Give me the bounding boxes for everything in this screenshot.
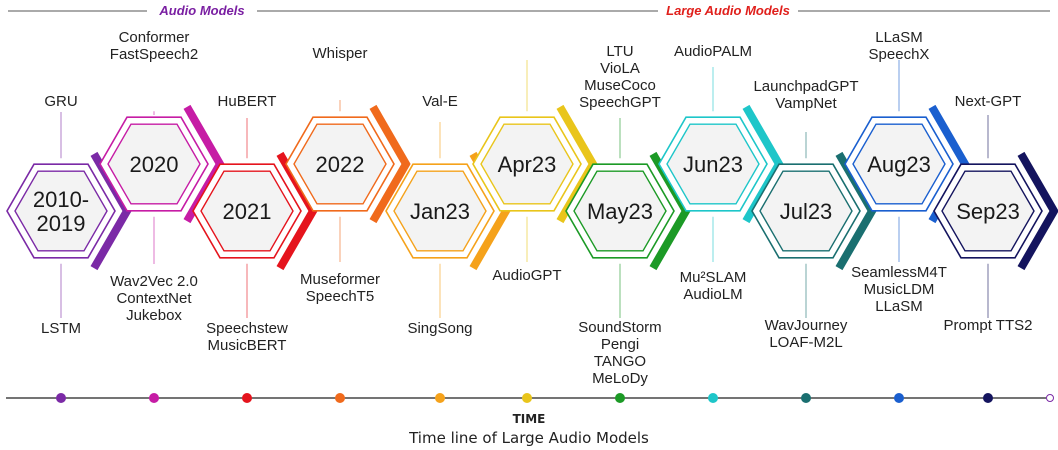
model-label-top: MuseCoco bbox=[584, 77, 656, 94]
model-label-top: FastSpeech2 bbox=[110, 46, 198, 63]
timeline-dot bbox=[708, 393, 718, 403]
model-label-bottom: LSTM bbox=[41, 320, 81, 337]
model-label-top: HuBERT bbox=[218, 93, 277, 110]
timeline-dot bbox=[983, 393, 993, 403]
period-label: Jul23 bbox=[780, 199, 833, 224]
hexagon-inner bbox=[941, 170, 1035, 252]
hexagon-inner bbox=[666, 123, 760, 205]
model-label-bottom: MusicBERT bbox=[208, 337, 287, 354]
model-label-top: VioLA bbox=[600, 60, 640, 77]
period-label: 2020 bbox=[130, 152, 179, 177]
model-label-top: SpeechGPT bbox=[579, 94, 661, 111]
diagram-caption: Time line of Large Audio Models bbox=[408, 429, 649, 447]
model-label-bottom: SoundStorm bbox=[578, 319, 661, 336]
period-label: 2022 bbox=[316, 152, 365, 177]
period-label: Sep23 bbox=[956, 199, 1020, 224]
period-label: 2019 bbox=[37, 211, 86, 236]
timeline-dot bbox=[801, 393, 811, 403]
model-label-bottom: Jukebox bbox=[126, 307, 182, 324]
period-label: Apr23 bbox=[498, 152, 557, 177]
milestone: Sep23 Next-GPT Prompt TTS2 bbox=[933, 93, 1058, 403]
model-label-top: LaunchpadGPT bbox=[753, 78, 858, 95]
time-axis-label: TIME bbox=[513, 412, 546, 426]
period-label: Aug23 bbox=[867, 152, 931, 177]
period-label: Jun23 bbox=[683, 152, 743, 177]
model-label-bottom: SeamlessM4T bbox=[851, 264, 947, 281]
timeline-dot bbox=[615, 393, 625, 403]
model-label-bottom: SingSong bbox=[407, 320, 472, 337]
hexagon-inner bbox=[480, 123, 574, 205]
section-headers: Audio Models Large Audio Models bbox=[8, 2, 1050, 18]
period-label: May23 bbox=[587, 199, 653, 224]
model-label-bottom: Speechstew bbox=[206, 320, 288, 337]
hexagon-inner bbox=[852, 123, 946, 205]
model-label-bottom: LLaSM bbox=[875, 298, 923, 315]
model-label-top: Conformer bbox=[119, 29, 190, 46]
model-label-bottom: Mu²SLAM bbox=[680, 269, 747, 286]
model-label-top: Next-GPT bbox=[955, 93, 1022, 110]
model-label-top: LTU bbox=[606, 43, 633, 60]
hexagon-inner bbox=[393, 170, 487, 252]
timeline-dot bbox=[335, 393, 345, 403]
model-label-bottom: Wav2Vec 2.0 bbox=[110, 273, 198, 290]
period-label: 2021 bbox=[223, 199, 272, 224]
model-label-top: Whisper bbox=[312, 45, 367, 62]
model-label-top: Val-E bbox=[422, 93, 458, 110]
hexagon-inner bbox=[573, 170, 667, 252]
timeline-dot bbox=[435, 393, 445, 403]
timeline-dot bbox=[894, 393, 904, 403]
model-label-bottom: Museformer bbox=[300, 271, 380, 288]
model-label-top: AudioPALM bbox=[674, 43, 752, 60]
chevron-accent bbox=[369, 104, 411, 224]
hexagon-inner bbox=[293, 123, 387, 205]
chevron-accent bbox=[1017, 151, 1058, 271]
model-label-bottom: LOAF-M2L bbox=[769, 334, 842, 351]
model-label-top: SpeechX bbox=[869, 46, 930, 63]
hexagon-inner bbox=[14, 170, 108, 252]
milestone: Apr23 AudioGPT bbox=[472, 60, 598, 403]
model-label-top: VampNet bbox=[775, 95, 837, 112]
period-label: Jan23 bbox=[410, 199, 470, 224]
model-label-bottom: SpeechT5 bbox=[306, 288, 374, 305]
model-label-bottom: Prompt TTS2 bbox=[944, 317, 1033, 334]
model-label-bottom: WavJourney bbox=[765, 317, 848, 334]
model-label-bottom: AudioLM bbox=[683, 286, 742, 303]
large-audio-models-mask bbox=[658, 2, 798, 18]
hexagon-inner bbox=[107, 123, 201, 205]
model-label-top: LLaSM bbox=[875, 29, 923, 46]
time-axis-end bbox=[1046, 394, 1054, 402]
hexagon-inner bbox=[200, 170, 294, 252]
model-label-bottom: AudioGPT bbox=[492, 267, 561, 284]
timeline-dot bbox=[149, 393, 159, 403]
model-label-bottom: ContextNet bbox=[116, 290, 192, 307]
model-label-bottom: MusicLDM bbox=[864, 281, 935, 298]
audio-models-mask bbox=[147, 2, 257, 18]
timeline-dot bbox=[56, 393, 66, 403]
model-label-top: GRU bbox=[44, 93, 77, 110]
timeline-dot bbox=[242, 393, 252, 403]
period-label: 2010- bbox=[33, 187, 89, 212]
model-label-bottom: TANGO bbox=[594, 353, 646, 370]
model-label-bottom: MeLoDy bbox=[592, 370, 648, 387]
hexagon-inner bbox=[759, 170, 853, 252]
milestone: Aug23LLaSMSpeechXSeamlessM4TMusicLDMLLaS… bbox=[844, 29, 970, 403]
timeline-dot bbox=[522, 393, 532, 403]
audio-models-label: Audio Models bbox=[158, 3, 244, 18]
milestones: 2010-2019 GRU LSTM 2020 ConformerFastSpeech2… bbox=[6, 29, 1058, 403]
model-label-bottom: Pengi bbox=[601, 336, 639, 353]
large-audio-models-label: Large Audio Models bbox=[666, 3, 790, 18]
milestone: 2010-2019 GRU LSTM bbox=[6, 93, 132, 403]
